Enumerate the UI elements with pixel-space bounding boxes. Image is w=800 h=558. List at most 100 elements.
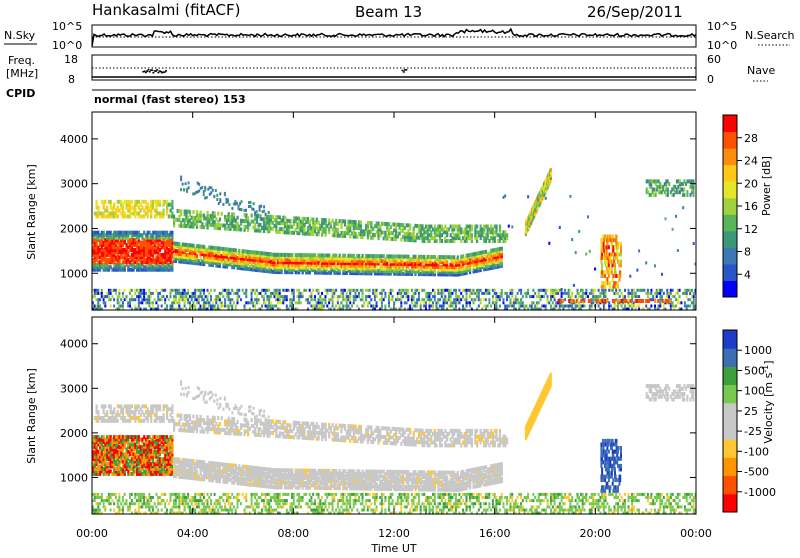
range-gate-cell: [481, 292, 483, 295]
range-gate-cell: [594, 289, 596, 292]
range-gate-cell: [328, 301, 330, 304]
range-gate-cell: [131, 289, 133, 292]
range-gate-cell: [407, 295, 409, 298]
range-gate-cell: [592, 298, 594, 301]
range-gate-cell: [236, 202, 238, 205]
range-gate-cell: [450, 305, 452, 308]
range-gate-cell: [321, 292, 323, 295]
range-gate-cell: [362, 289, 364, 292]
range-gate-cell: [667, 188, 669, 192]
range-gate-cell: [566, 305, 568, 308]
range-gate-cell: [184, 292, 186, 295]
range-gate-cell: [101, 493, 103, 496]
range-gate-cell: [455, 298, 457, 301]
range-gate-cell: [355, 289, 357, 292]
range-gate-cell: [196, 295, 198, 298]
range-gate-cell: [229, 298, 231, 301]
range-gate-cell: [628, 292, 630, 295]
range-gate-cell: [618, 242, 620, 246]
range-gate-cell: [495, 298, 497, 301]
range-gate-cell: [178, 298, 180, 301]
range-gate-cell: [191, 298, 193, 301]
range-gate-cell: [298, 298, 300, 301]
range-gate-cell: [182, 298, 184, 301]
range-gate-cell: [148, 298, 150, 301]
nsearch-label: N.Search: [745, 29, 795, 42]
range-gate-cell: [316, 305, 318, 308]
range-gate-cell: [467, 289, 469, 292]
range-gate-cell: [520, 292, 522, 295]
range-gate-cell: [349, 298, 351, 301]
range-gate-cell: [615, 270, 617, 274]
nsky-right-tick-low: 10^0: [707, 39, 737, 52]
range-gate-cell: [115, 292, 117, 295]
range-gate-cell: [633, 289, 635, 292]
range-gate-cell: [643, 289, 645, 292]
range-gate-cell: [629, 305, 631, 308]
range-gate-cell: [247, 216, 249, 220]
range-gate-cell: [97, 301, 99, 304]
range-gate-cell: [185, 298, 187, 301]
range-gate-cell: [214, 211, 216, 215]
range-gate-cell: [196, 301, 198, 304]
range-gate-cell: [444, 295, 446, 298]
range-gate-cell: [339, 305, 341, 308]
range-gate-cell: [110, 200, 112, 204]
range-gate-cell: [483, 292, 485, 295]
range-gate-cell: [432, 305, 434, 308]
range-gate-cell: [355, 298, 357, 301]
range-gate-cell: [439, 305, 441, 308]
range-gate-cell: [430, 305, 432, 308]
range-gate-cell: [501, 295, 503, 298]
range-gate-cell: [281, 295, 283, 298]
range-gate-cell: [547, 289, 549, 292]
range-gate-cell: [208, 301, 210, 304]
range-gate-cell: [117, 295, 119, 298]
range-gate-cell: [604, 235, 606, 239]
range-gate-cell: [583, 299, 585, 303]
range-gate-cell: [510, 289, 512, 292]
range-gate-cell: [384, 292, 386, 295]
range-gate-cell: [318, 298, 320, 301]
range-gate-cell: [601, 299, 603, 303]
range-gate-cell: [615, 305, 617, 308]
range-gate-cell: [312, 289, 314, 292]
range-gate-cell: [189, 295, 191, 298]
power-panel-frame: [92, 112, 696, 310]
range-gate-cell: [145, 301, 147, 304]
range-gate-cell: [122, 301, 124, 304]
range-gate-cell: [488, 298, 490, 301]
range-gate-cell: [376, 289, 378, 292]
range-gate-cell: [591, 305, 593, 308]
range-gate-cell: [492, 301, 494, 304]
range-gate-cell: [250, 201, 252, 204]
range-gate-cell: [131, 295, 133, 298]
freq-label-2: [MHz]: [6, 67, 38, 80]
range-gate-cell: [244, 292, 246, 295]
range-gate-cell: [180, 209, 182, 213]
range-gate-cell: [517, 292, 519, 295]
range-gate-cell: [446, 289, 448, 292]
range-gate-cell: [532, 295, 534, 298]
range-gate-cell: [237, 298, 239, 301]
range-gate-cell: [680, 301, 682, 304]
range-gate-cell: [638, 295, 640, 298]
range-gate-cell: [96, 502, 98, 505]
range-gate-cell: [180, 178, 182, 181]
range-gate-cell: [390, 298, 392, 301]
range-gate-cell: [501, 292, 503, 295]
range-gate-cell: [129, 298, 131, 301]
range-gate-cell: [347, 298, 349, 301]
range-gate-cell: [569, 289, 571, 292]
range-gate-cell: [270, 305, 272, 308]
range-gate-cell: [506, 295, 508, 298]
range-gate-cell: [196, 298, 198, 301]
range-gate-cell: [346, 292, 348, 295]
range-gate-cell: [406, 301, 408, 304]
range-gate-cell: [214, 305, 216, 308]
range-gate-cell: [103, 301, 105, 304]
range-gate-cell: [672, 305, 674, 308]
range-gate-cell: [624, 305, 626, 308]
range-gate-cell: [693, 298, 695, 301]
range-gate-cell: [577, 289, 579, 292]
